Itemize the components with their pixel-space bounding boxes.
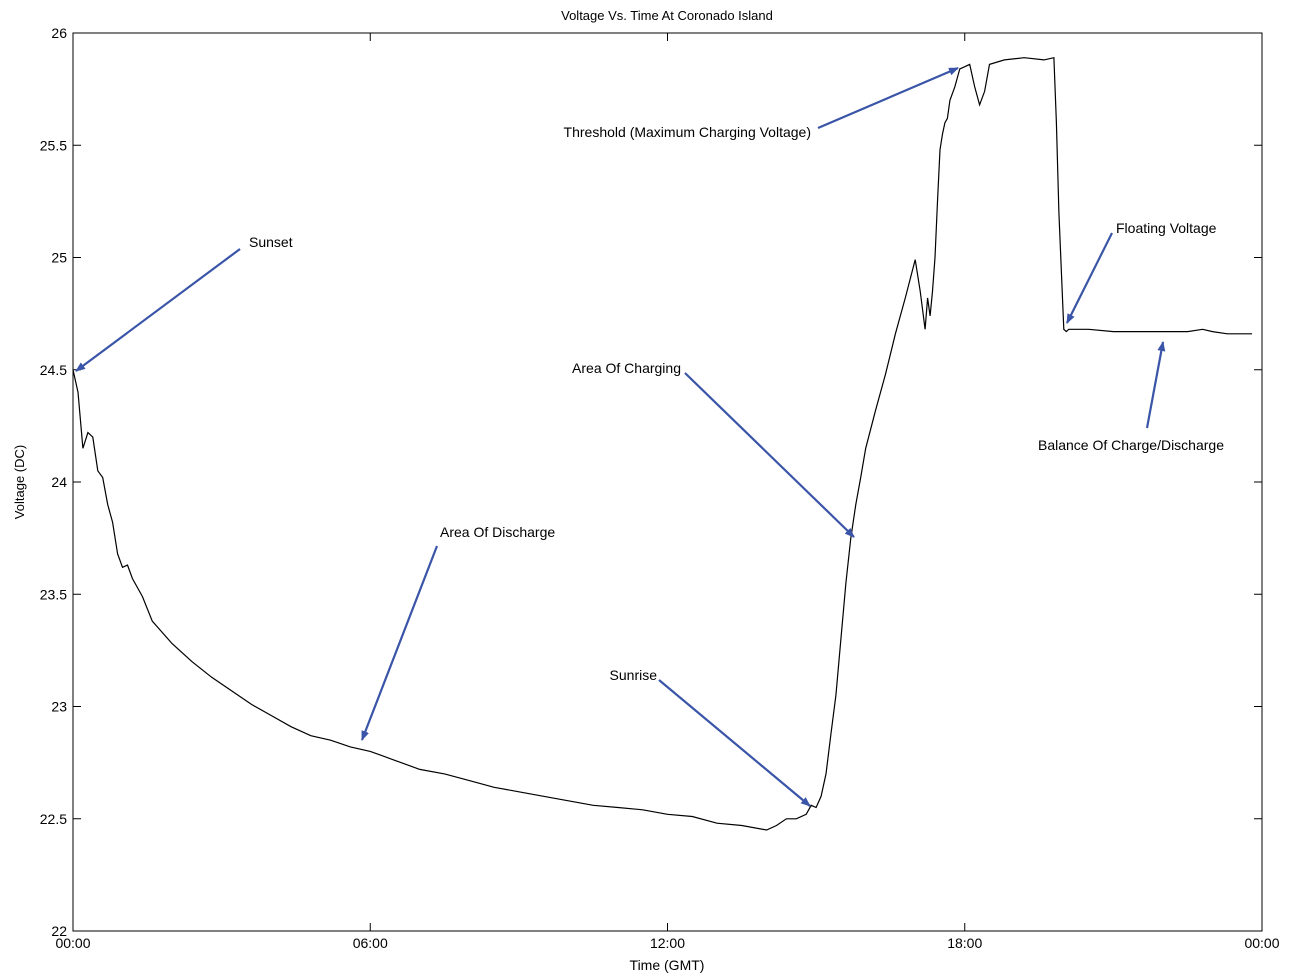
x-tick-label: 00:00	[1244, 935, 1279, 951]
y-tick-label: 25.5	[40, 137, 67, 153]
annotation-threshold-arrow	[817, 66, 959, 130]
y-axis: 22 22.5 23 23.5 24 24.5 25 25.5 26	[40, 25, 1262, 939]
plot-area	[72, 32, 1263, 932]
annotation-discharge-arrow	[360, 545, 439, 741]
annotation-charging-label: Area Of Charging	[572, 360, 681, 376]
y-tick-label: 22.5	[40, 811, 67, 827]
annotation-sunrise-arrow	[658, 679, 811, 807]
x-axis: 00:00 06:00 12:00 18:00 00:00	[55, 33, 1280, 951]
annotation-sunrise-label: Sunrise	[610, 667, 658, 683]
y-tick-label: 25	[51, 250, 67, 266]
x-tick-label: 12:00	[650, 935, 685, 951]
annotation-charging-arrow	[684, 372, 855, 538]
y-tick-label: 23.5	[40, 586, 67, 602]
annotation-sunset-label: Sunset	[249, 234, 293, 250]
annotation-discharge-label: Area Of Discharge	[440, 524, 555, 540]
annotation-threshold-label: Threshold (Maximum Charging Voltage)	[564, 124, 811, 140]
y-tick-label: 26	[51, 25, 67, 41]
annotation-balance-label: Balance Of Charge/Discharge	[1038, 437, 1224, 453]
annotations: Sunset Area Of Discharge Sunrise Area Of Ch…	[75, 66, 1224, 807]
y-tick-label: 23	[51, 699, 67, 715]
x-tick-label: 06:00	[353, 935, 388, 951]
chart-title: Voltage Vs. Time At Coronado Island	[561, 8, 773, 23]
y-tick-label: 24.5	[40, 362, 67, 378]
voltage-series-line	[72, 56, 1253, 831]
annotation-balance-arrow	[1145, 341, 1166, 429]
annotation-sunset-arrow	[75, 248, 241, 372]
y-tick-label: 22	[51, 923, 67, 939]
annotation-floating-arrow	[1066, 232, 1113, 324]
x-tick-label: 18:00	[947, 935, 982, 951]
annotation-floating-label: Floating Voltage	[1116, 220, 1217, 236]
y-tick-label: 24	[51, 474, 67, 490]
x-tick-label: 00:00	[55, 935, 90, 951]
x-axis-label: Time (GMT)	[630, 957, 705, 973]
y-axis-label: Voltage (DC)	[12, 445, 27, 519]
